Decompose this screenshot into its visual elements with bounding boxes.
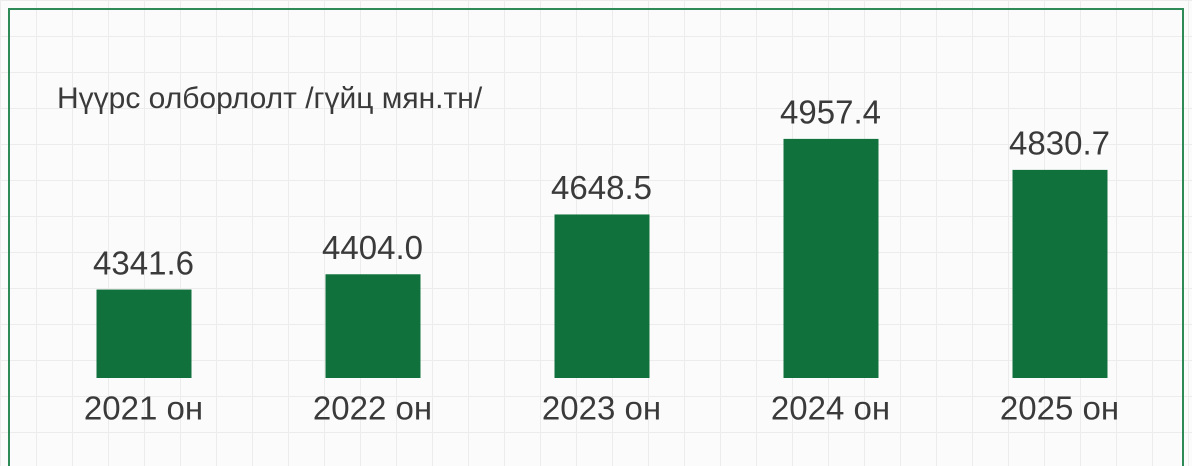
frame: [8, 8, 1184, 466]
x-tick-label: 2023 он: [542, 390, 661, 427]
data-label: 4957.4: [780, 94, 881, 131]
data-label: 4648.5: [551, 169, 652, 206]
x-tick-label: 2021 он: [84, 390, 203, 427]
x-tick-label: 2025 он: [1000, 390, 1119, 427]
bar: [325, 274, 421, 378]
data-label: 4404.0: [322, 229, 423, 266]
bar: [783, 138, 879, 378]
bar: [554, 214, 650, 378]
x-tick-label: 2022 он: [313, 390, 432, 427]
data-label: 4341.6: [93, 244, 194, 281]
data-label: 4830.7: [1009, 125, 1110, 162]
bar: [96, 289, 192, 378]
x-tick-label: 2024 он: [771, 390, 890, 427]
bar: [1012, 169, 1108, 378]
chart-title: Нүүрс олборлолт /гүйц мян.тн/: [57, 82, 483, 115]
